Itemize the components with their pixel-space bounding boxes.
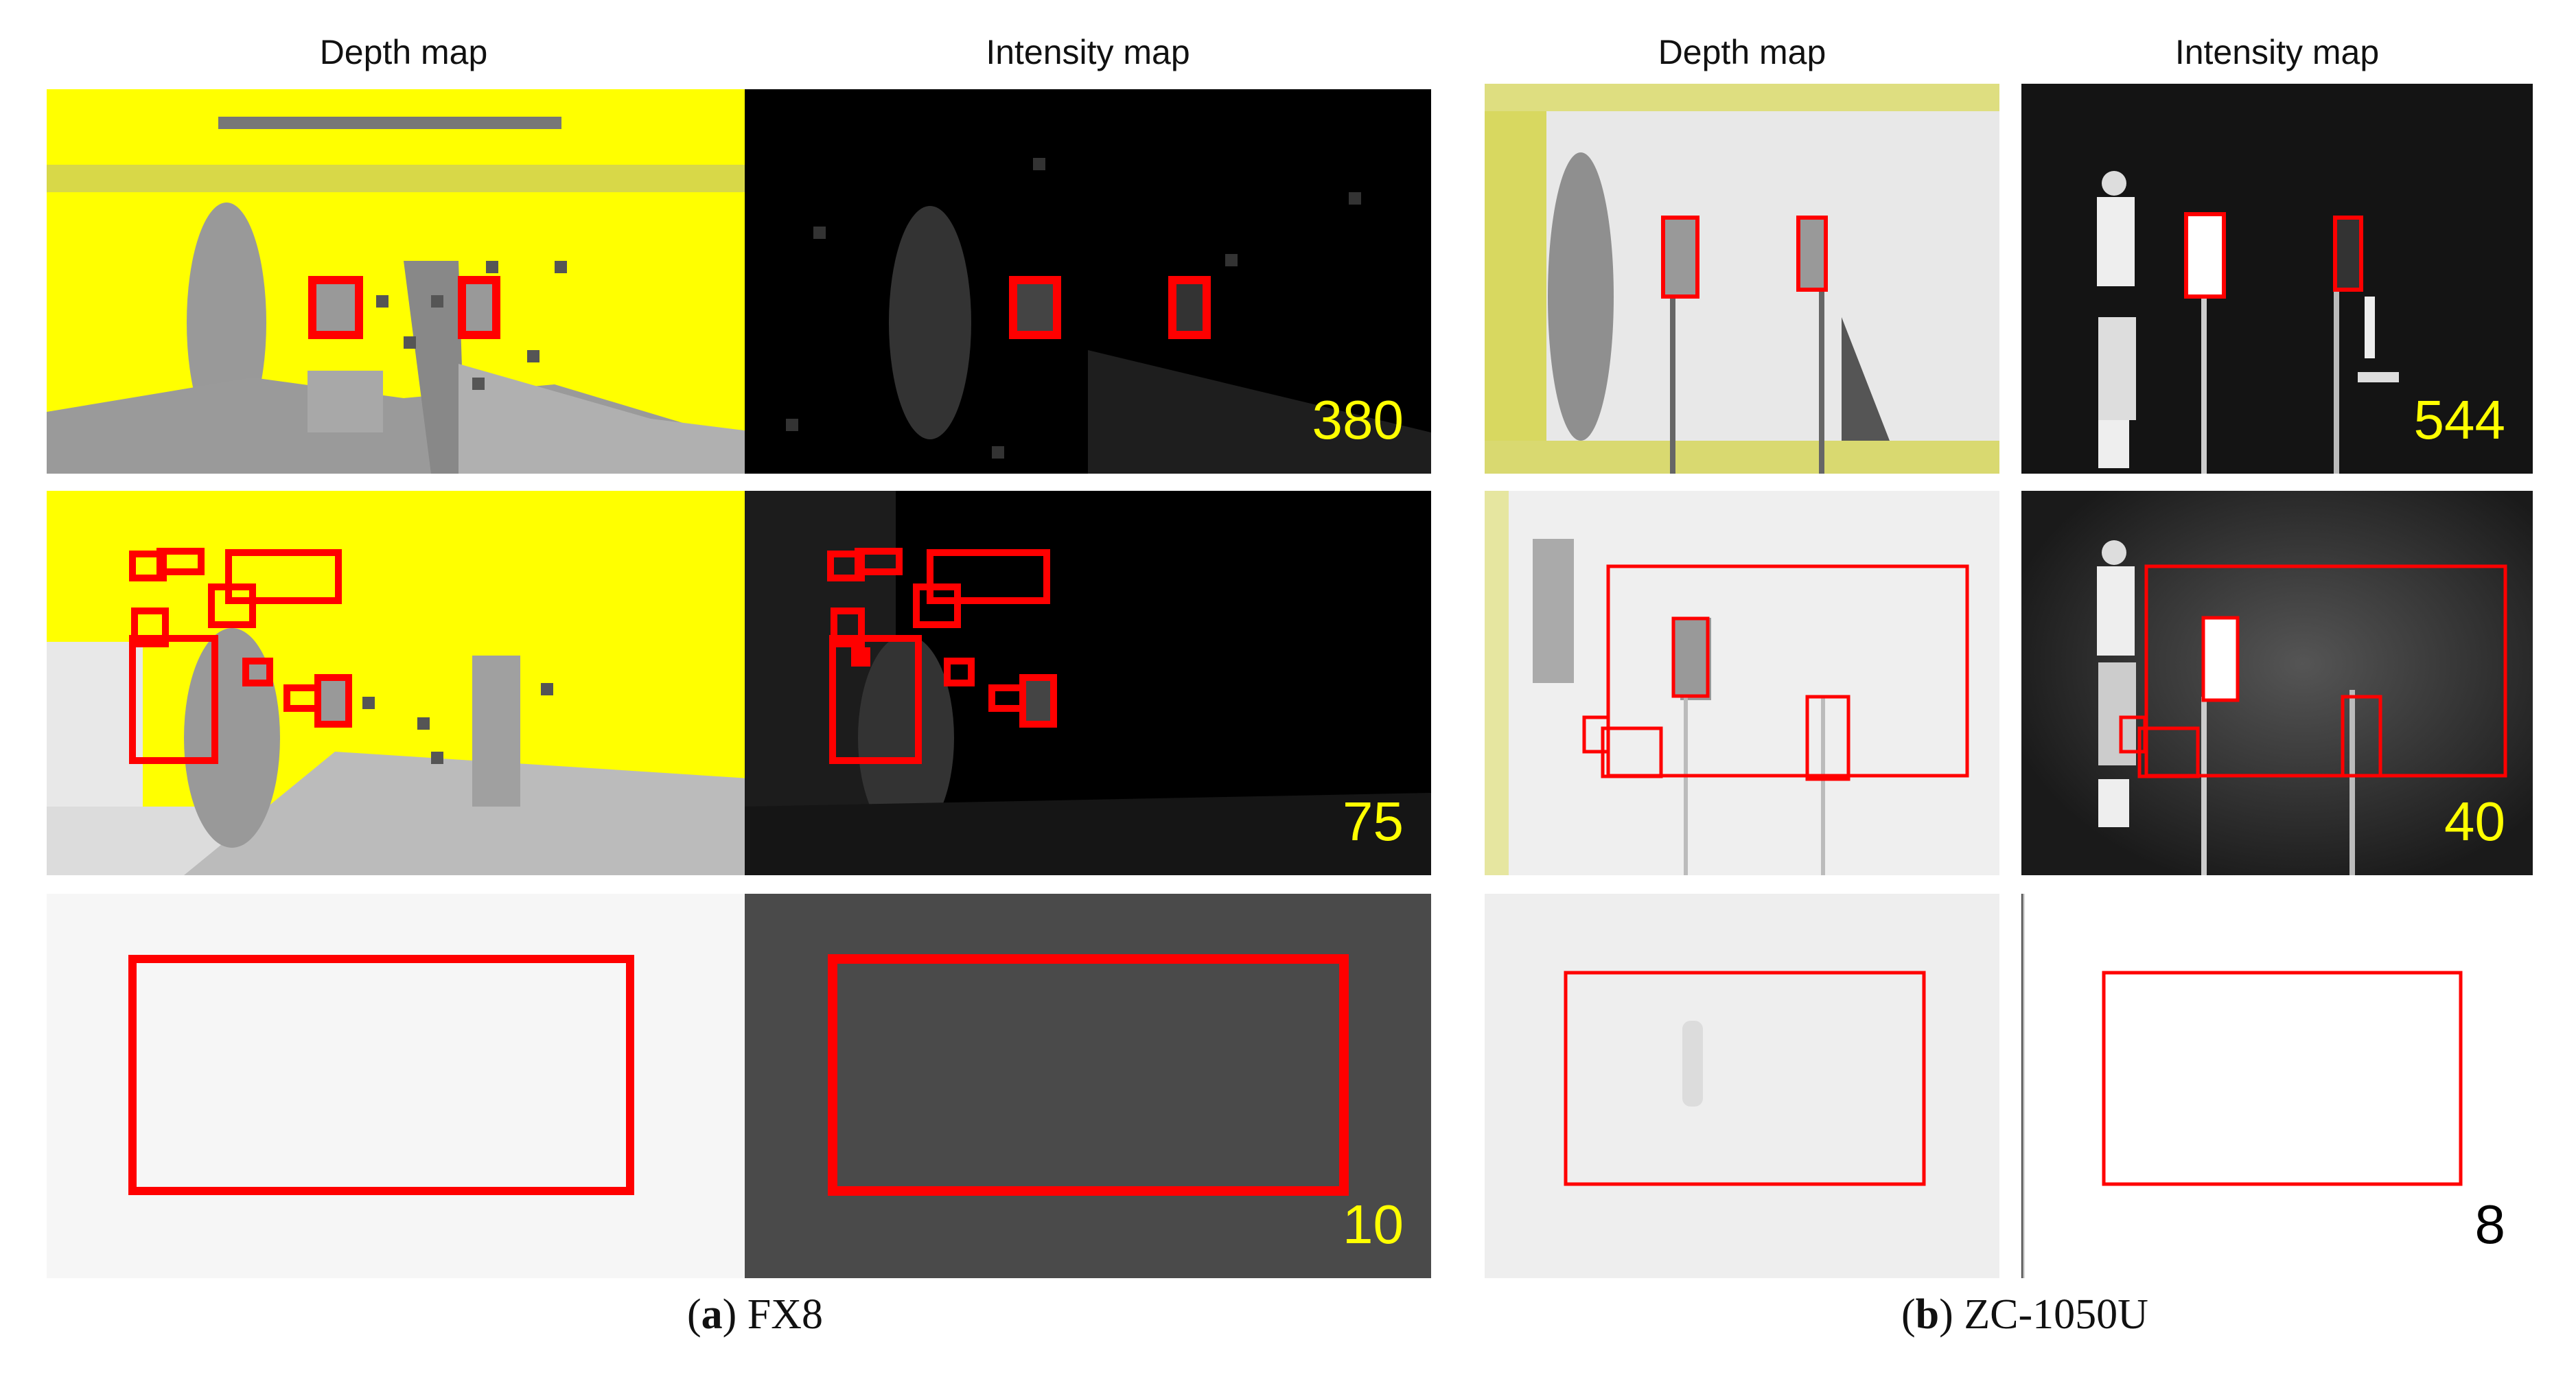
caption-b-camera: ZC-1050U [1964,1291,2148,1338]
panel-b-intensity-row1: 544 [2021,84,2533,474]
detection-box [128,955,634,1195]
caption-a-camera: FX8 [747,1291,824,1338]
depth-map-image [1485,84,1999,474]
depth-map-image [47,894,761,1278]
count-label: 544 [2413,389,2505,450]
count-label: 75 [1343,791,1404,852]
detection-box [1009,276,1061,339]
detection-box [1564,971,1926,1186]
detection-box [2102,971,2463,1186]
panel-a-depth-row3 [47,894,761,1278]
panel-b-intensity-row3: 8 [2021,894,2533,1278]
detection-boxes [2119,564,2507,778]
detection-boxes [129,548,352,764]
depth-map-image [47,491,761,875]
caption-a: (a) FX8 [686,1291,824,1338]
caption-b-letter: b [1915,1291,1940,1338]
panel-b-depth-row2 [1485,491,1999,875]
detection-box [2184,212,2226,299]
intensity-map-image [745,491,1431,875]
count-label: 40 [2444,791,2505,852]
depth-map-image [1485,894,1999,1278]
detection-box [828,954,1349,1196]
count-label: 380 [1312,389,1404,450]
caption-b: (b) ZC-1050U [1901,1291,2148,1338]
header-b-intensity: Intensity map [2174,33,2380,71]
intensity-map-image [2021,84,2533,474]
depth-map-image [47,89,761,474]
depth-map-image [1485,491,1999,875]
panel-a-intensity-row1: 380 [745,89,1431,474]
header-a-intensity: Intensity map [986,33,1190,71]
detection-box [1661,216,1699,299]
detection-boxes [1582,564,1969,781]
count-label: 8 [2474,1194,2506,1255]
header-b-depth: Depth map [1658,33,1826,71]
panel-a-depth-row1 [47,89,761,474]
panel-a-intensity-row3: 10 [745,894,1431,1278]
intensity-map-image [2021,894,2533,1278]
panel-b-intensity-row2: 40 [2021,491,2533,875]
detection-box [1796,216,1828,292]
panel-a-depth-row2 [47,491,761,875]
detection-box [1168,276,1211,339]
panel-b-depth-row3 [1485,894,1999,1278]
panel-b-depth-row1 [1485,84,1999,474]
count-label: 10 [1343,1194,1404,1255]
panel-a-intensity-row2: 75 [745,491,1431,875]
detection-box [308,276,363,339]
detection-box [2333,216,2363,292]
detection-boxes [827,548,1057,764]
intensity-map-image [745,89,1431,474]
caption-a-letter: a [701,1291,723,1338]
intensity-map-image [2021,491,2533,875]
intensity-map-image [745,894,1431,1278]
header-a-depth: Depth map [319,33,488,71]
detection-box [458,276,500,339]
